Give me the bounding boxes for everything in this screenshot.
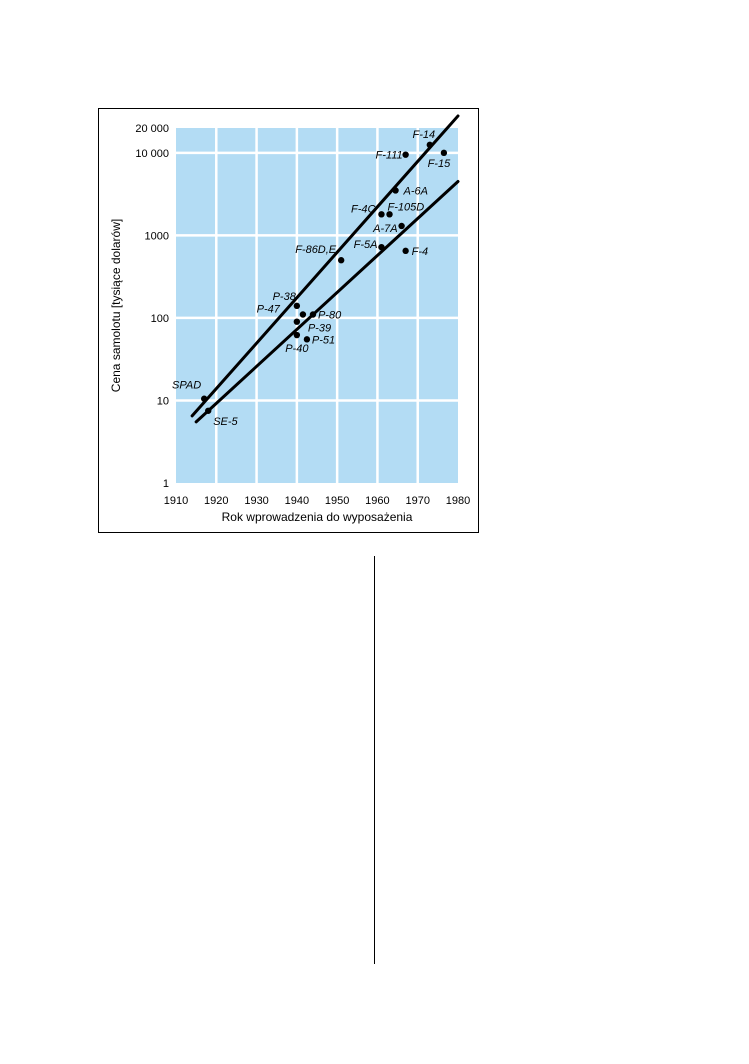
data-point xyxy=(293,318,301,325)
data-point-label: F-4 xyxy=(412,246,429,258)
x-tick-label: 1940 xyxy=(285,495,309,507)
column-divider xyxy=(374,556,375,964)
data-point xyxy=(378,211,385,218)
y-tick-label: 1000 xyxy=(145,230,169,242)
plot-background xyxy=(176,128,458,483)
price-vs-year-chart: 1910 1920 1930 1940 1950 1960 1970 1980 1 10 100 10… xyxy=(109,114,470,524)
figure-frame: 1910 1920 1930 1940 1950 1960 1970 1980 1 10 100 10… xyxy=(98,108,479,533)
data-point-label: F-86D,E xyxy=(295,244,337,256)
data-point-label: A-6A xyxy=(403,185,428,197)
y-tick-label: 1 xyxy=(163,478,169,490)
x-tick-label: 1970 xyxy=(405,495,429,507)
data-point xyxy=(426,141,433,149)
y-tick-label: 10 000 xyxy=(135,148,169,160)
data-point-label: P-38 xyxy=(273,291,297,303)
trend-line xyxy=(190,114,460,418)
data-point xyxy=(299,311,307,318)
data-point xyxy=(402,151,409,158)
x-tick-label: 1910 xyxy=(164,495,188,507)
y-axis-title: Cena samolotu [tysiące dolarów] xyxy=(109,219,123,392)
data-point xyxy=(293,302,301,310)
data-point xyxy=(440,149,448,157)
y-tick-label: 10 xyxy=(157,395,169,407)
data-point xyxy=(402,247,409,255)
data-point xyxy=(378,243,385,251)
data-point xyxy=(398,222,405,230)
x-tick-label: 1920 xyxy=(204,495,228,507)
data-point-label: F-5A xyxy=(354,239,378,251)
data-point xyxy=(293,331,301,339)
y-tick-label: 100 xyxy=(151,313,169,325)
x-tick-label: 1980 xyxy=(446,495,470,507)
data-point-label: SE-5 xyxy=(213,416,238,428)
data-point-label: P-39 xyxy=(308,323,331,335)
data-point xyxy=(337,257,345,264)
x-tick-label: 1960 xyxy=(365,495,389,507)
data-point-label: A-7A xyxy=(372,223,397,235)
data-point-label: F-15 xyxy=(428,158,452,170)
data-point xyxy=(201,395,208,402)
data-point-label: P-40 xyxy=(285,343,309,355)
data-point-label: P-51 xyxy=(312,334,335,346)
data-point-label: F-111 xyxy=(376,150,403,162)
data-point xyxy=(205,407,212,414)
x-tick-label: 1930 xyxy=(244,495,268,507)
trend-line xyxy=(194,179,460,424)
data-point xyxy=(303,336,311,343)
data-point-label: F-14 xyxy=(412,129,435,141)
y-tick-label: 20 000 xyxy=(135,123,169,135)
data-point-label: F-4C xyxy=(351,203,376,215)
data-point-label: P-47 xyxy=(257,304,281,316)
data-point xyxy=(309,311,317,318)
data-point-label: F-105D xyxy=(388,201,425,213)
data-point-label: SPAD xyxy=(172,380,201,392)
x-axis-title: Rok wprowadzenia do wyposażenia xyxy=(222,510,413,524)
data-point xyxy=(392,187,399,194)
data-point-label: P-80 xyxy=(318,310,342,322)
x-tick-label: 1950 xyxy=(325,495,349,507)
data-point xyxy=(386,211,393,218)
